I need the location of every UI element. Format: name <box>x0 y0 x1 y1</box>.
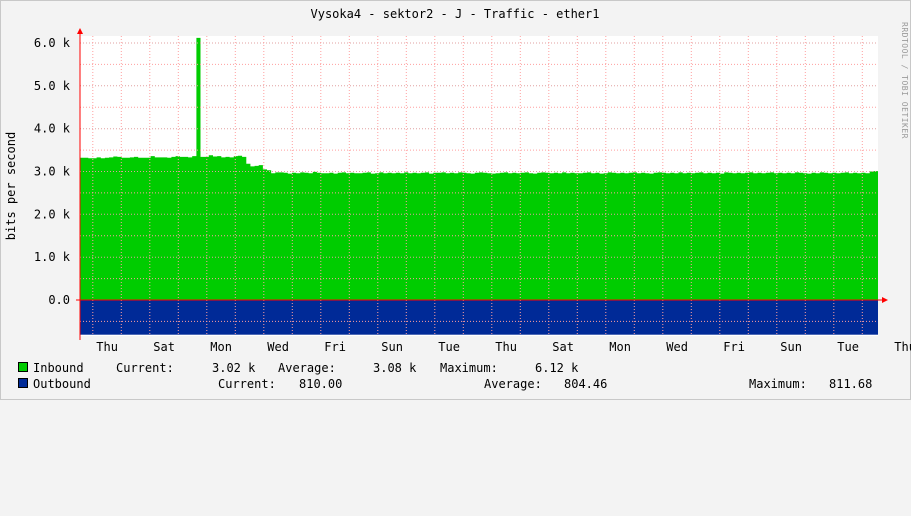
y-tick-label: 4.0 k <box>34 122 71 136</box>
outbound-maximum-value: 811.68 <box>829 377 873 391</box>
chart-title: Vysoka4 - sektor2 - J - Traffic - ether1 <box>311 7 600 21</box>
inbound-current-label: Current: <box>116 361 174 375</box>
y-axis-label: bits per second <box>4 132 18 240</box>
legend-row-inbound: Inbound Current: 3.02 k Average: 3.08 k … <box>0 360 911 376</box>
y-tick-label: 0.0 <box>48 293 70 307</box>
rrdtool-credit-label: RRDTOOL / TOBI OETIKER <box>900 22 909 139</box>
inbound-name: Inbound <box>33 361 84 375</box>
x-tick-label: Tue <box>837 340 859 354</box>
x-tick-label: Thu <box>894 340 911 354</box>
outbound-current-label: Current: <box>218 377 276 391</box>
x-tick-label: Mon <box>609 340 631 354</box>
x-tick-label: Tue <box>438 340 460 354</box>
x-tick-label: Sat <box>552 340 574 354</box>
x-axis-arrow <box>882 297 888 303</box>
outbound-average-value: 804.46 <box>564 377 608 391</box>
outbound-name: Outbound <box>33 377 91 391</box>
grid-lines <box>80 36 878 336</box>
outbound-swatch <box>18 378 28 388</box>
x-tick-label: Thu <box>495 340 517 354</box>
x-tick-label: Mon <box>210 340 232 354</box>
inbound-average-value: 3.08 k <box>373 361 417 375</box>
inbound-average-label: Average: <box>278 361 336 375</box>
legend-row-outbound: Outbound Current: 810.00 Average: 804.46… <box>0 376 911 392</box>
legend: Inbound Current: 3.02 k Average: 3.08 k … <box>0 360 911 400</box>
x-tick-label: Fri <box>723 340 745 354</box>
x-tick-label: Sun <box>780 340 802 354</box>
y-tick-label: 2.0 k <box>34 207 71 221</box>
y-tick-label: 6.0 k <box>34 36 71 50</box>
inbound-area <box>80 37 878 301</box>
outbound-current-value: 810.00 <box>299 377 343 391</box>
traffic-chart: Vysoka4 - sektor2 - J - Traffic - ether1… <box>4 7 911 354</box>
axes <box>76 28 888 340</box>
y-tick-labels: 6.0 k 5.0 k 4.0 k 3.0 k 2.0 k 1.0 k 0.0 <box>34 36 71 307</box>
y-tick-label: 1.0 k <box>34 250 71 264</box>
inbound-swatch <box>18 362 28 372</box>
outbound-area <box>80 300 878 335</box>
inbound-maximum-label: Maximum: <box>440 361 498 375</box>
y-tick-label: 5.0 k <box>34 79 71 93</box>
x-tick-label: Sat <box>153 340 175 354</box>
x-tick-label: Wed <box>267 340 289 354</box>
inbound-maximum-value: 6.12 k <box>535 361 579 375</box>
x-tick-label: Fri <box>324 340 346 354</box>
outbound-average-label: Average: <box>484 377 542 391</box>
outbound-maximum-label: Maximum: <box>749 377 807 391</box>
y-axis-arrow <box>77 28 83 34</box>
x-tick-labels: Thu Sat Mon Wed Fri Sun Tue Thu Sat Mon Wed Fri Sun T… <box>96 340 911 354</box>
data-areas <box>80 36 878 336</box>
inbound-current-value: 3.02 k <box>212 361 256 375</box>
x-tick-label: Sun <box>381 340 403 354</box>
x-tick-label: Thu <box>96 340 118 354</box>
x-tick-label: Wed <box>666 340 688 354</box>
y-tick-label: 3.0 k <box>34 165 71 179</box>
